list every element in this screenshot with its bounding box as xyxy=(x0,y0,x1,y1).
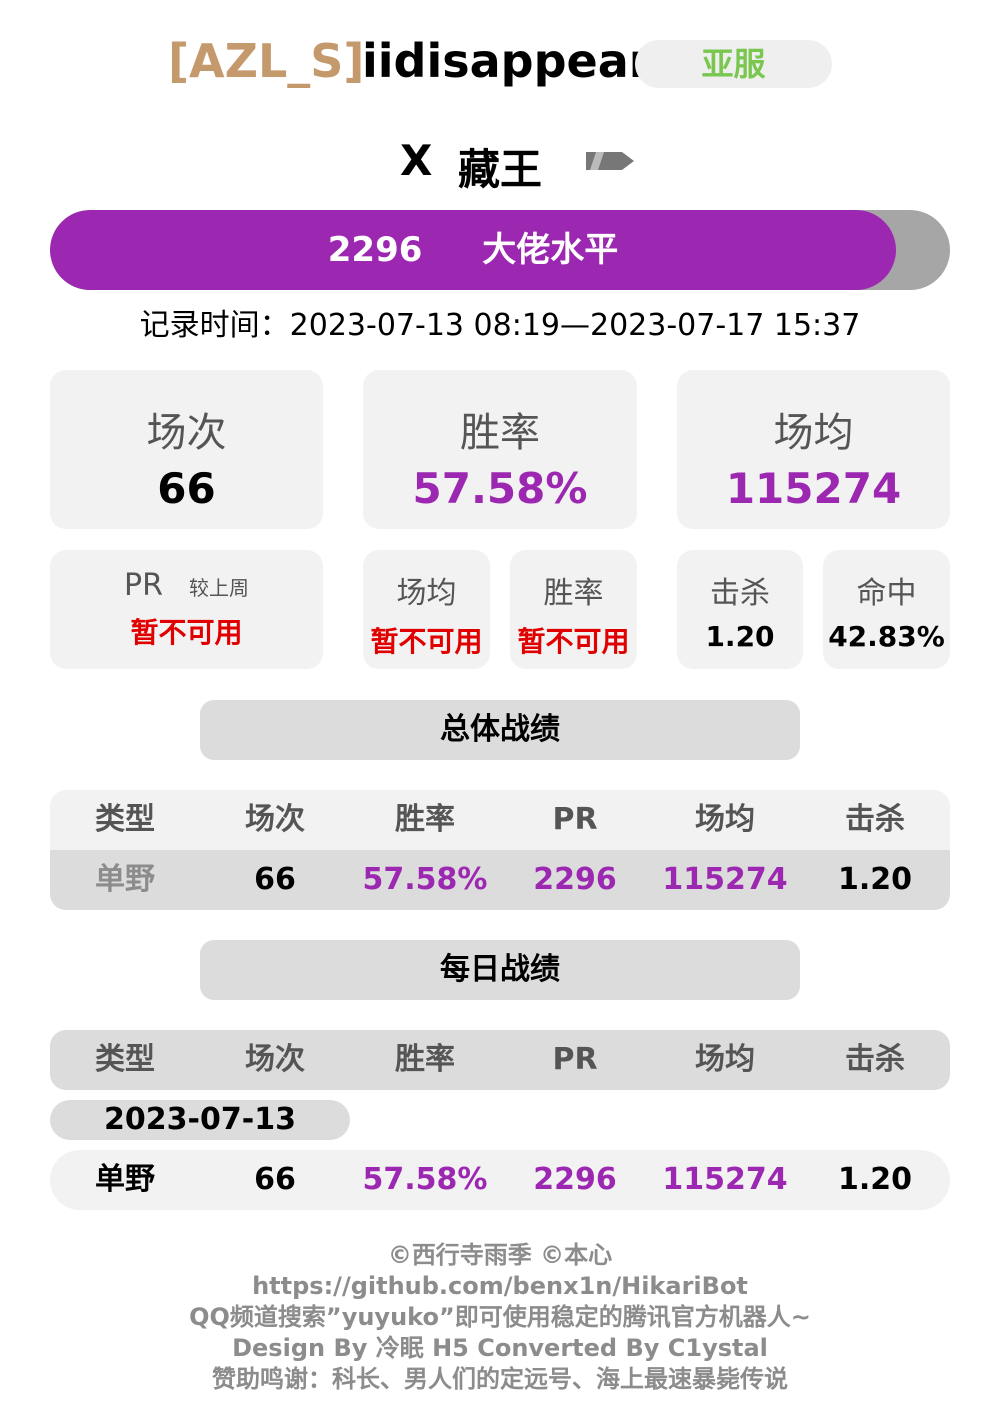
weekly-pr-label-row: PR 较上周 xyxy=(50,568,323,603)
footer-sponsor-thanks: 赞助鸣谢：科长、男人们的定远号、海上最速暴毙传说 xyxy=(212,1365,788,1393)
battles-label: 场次 xyxy=(146,410,227,456)
weekly-avg-label: 场均 xyxy=(396,576,457,611)
avg-damage-cell: 115274 xyxy=(662,862,788,897)
record-time: 记录时间：2023-07-13 08:19—2023-07-17 15:37 xyxy=(139,308,861,343)
ship-tier: X xyxy=(400,136,433,185)
table-header-row: 类型 场次 胜率 PR 场均 击杀 xyxy=(50,790,950,850)
winrate-cell: 57.58% xyxy=(362,862,488,897)
winrate-cell: 57.58% xyxy=(362,1162,488,1197)
column-header: 场均 xyxy=(695,802,755,837)
footer-credits: ©西行寺雨季 ©本心 https://github.com/benx1n/Hik… xyxy=(0,1240,1000,1395)
weekly-avg-value: 暂不可用 xyxy=(370,625,483,658)
weekly-winrate-label: 胜率 xyxy=(543,576,604,611)
daily-stats-header: 类型 场次 胜率 PR 场均 击杀 xyxy=(50,1030,950,1090)
weekly-pr-sub-label: 较上周 xyxy=(188,576,249,600)
weekly-pr-card: PR 较上周 暂不可用 xyxy=(50,550,323,669)
daily-date-badge: 2023-07-13 xyxy=(50,1100,350,1140)
winrate-value: 57.58% xyxy=(412,464,588,513)
type-cell: 单野 xyxy=(95,862,155,897)
weekly-winrate-card: 胜率 暂不可用 xyxy=(510,550,637,669)
kills-label: 击杀 xyxy=(710,576,770,611)
pr-rating-bar: 2296 大佬水平 xyxy=(50,210,950,290)
column-header: 场次 xyxy=(245,1042,305,1077)
footer-copyright: ©西行寺雨季 ©本心 xyxy=(387,1241,613,1269)
pr-rating-text: 2296 大佬水平 xyxy=(50,210,896,290)
column-header: 击杀 xyxy=(845,802,905,837)
winrate-label: 胜率 xyxy=(460,410,540,456)
player-name: iidisappear xyxy=(362,34,652,88)
hit-rate-card: 命中 42.83% xyxy=(823,550,950,669)
cruiser-class-icon xyxy=(586,152,634,170)
hit-rate-value: 42.83% xyxy=(828,620,945,653)
player-header: [AZL_S] iidisappear 亚服 xyxy=(0,30,1000,96)
pr-cell: 2296 xyxy=(533,1162,617,1197)
table-row: 单野 66 57.58% 2296 115274 1.20 xyxy=(50,850,950,910)
weekly-pr-value: 暂不可用 xyxy=(130,616,243,649)
pr-level: 大佬水平 xyxy=(482,230,619,270)
type-cell: 单野 xyxy=(95,1162,155,1197)
avg-damage-value: 115274 xyxy=(725,464,902,513)
column-header: 类型 xyxy=(95,1042,155,1077)
column-header: PR xyxy=(552,802,598,837)
ship-name: 藏王 xyxy=(458,145,543,194)
clan-tag: [AZL_S] xyxy=(168,34,365,88)
overall-stats-table: 类型 场次 胜率 PR 场均 击杀 单野 66 57.58% 2296 1152… xyxy=(50,790,950,910)
pr-value: 2296 xyxy=(327,230,423,270)
daily-stats-title: 每日战绩 xyxy=(200,940,800,1000)
pr-rating-fill xyxy=(50,210,896,290)
avg-damage-label: 场均 xyxy=(773,410,854,456)
battles-cell: 66 xyxy=(254,862,296,897)
footer-github-link[interactable]: https://github.com/benx1n/HikariBot xyxy=(252,1272,748,1300)
column-header: 胜率 xyxy=(395,802,455,837)
table-row: 单野 66 57.58% 2296 115274 1.20 xyxy=(50,1150,950,1210)
kills-cell: 1.20 xyxy=(837,862,913,897)
daily-stats-table: 单野 66 57.58% 2296 115274 1.20 xyxy=(50,1150,950,1210)
footer-design-credit: Design By 冷眠 H5 Converted By C1ystal xyxy=(232,1334,768,1362)
weekly-pr-label: PR xyxy=(124,568,163,603)
column-header: 场均 xyxy=(695,1042,755,1077)
weekly-avg-card: 场均 暂不可用 xyxy=(363,550,490,669)
footer-qq-notice: QQ频道搜索”yuyuko”即可使用稳定的腾讯官方机器人~ xyxy=(189,1303,811,1331)
column-header: 胜率 xyxy=(395,1042,455,1077)
column-header: 击杀 xyxy=(845,1042,905,1077)
column-header: 场次 xyxy=(245,802,305,837)
table-header-row: 类型 场次 胜率 PR 场均 击杀 xyxy=(50,1030,950,1090)
column-header: 类型 xyxy=(95,802,155,837)
hit-rate-label: 命中 xyxy=(856,576,917,611)
server-badge: 亚服 xyxy=(635,40,832,88)
winrate-card: 胜率 57.58% xyxy=(363,370,637,529)
battles-card: 场次 66 xyxy=(50,370,323,529)
column-header: PR xyxy=(552,1042,598,1077)
avg-damage-cell: 115274 xyxy=(662,1162,788,1197)
pr-cell: 2296 xyxy=(533,862,617,897)
kills-card: 击杀 1.20 xyxy=(677,550,803,669)
avg-damage-card: 场均 115274 xyxy=(677,370,950,529)
battles-value: 66 xyxy=(157,464,216,513)
kills-value: 1.20 xyxy=(705,620,775,653)
weekly-winrate-value: 暂不可用 xyxy=(517,625,630,658)
kills-cell: 1.20 xyxy=(837,1162,913,1197)
battles-cell: 66 xyxy=(254,1162,296,1197)
overall-stats-title: 总体战绩 xyxy=(200,700,800,760)
ship-header: X 藏王 xyxy=(0,132,1000,194)
